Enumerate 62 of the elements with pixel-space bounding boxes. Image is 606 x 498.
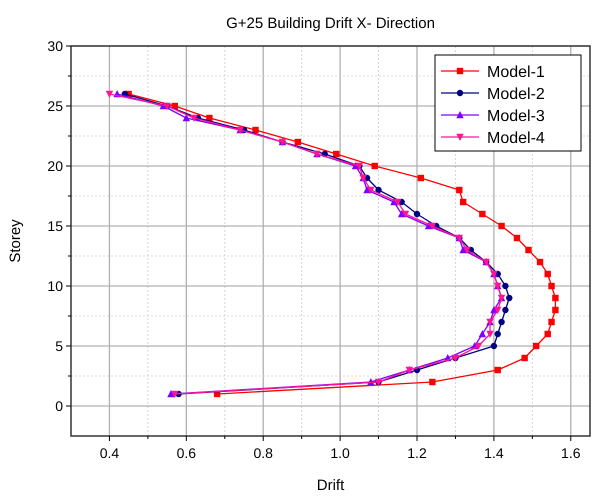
y-tick-label: 10	[47, 278, 64, 294]
point	[494, 366, 501, 374]
x-tick-label: 1.6	[561, 445, 581, 461]
point	[429, 378, 436, 386]
point	[490, 342, 498, 350]
legend-label: Model-4	[487, 130, 545, 147]
point	[459, 246, 467, 254]
x-tick-label: 0.8	[253, 445, 274, 461]
x-tick-label: 0.4	[100, 445, 120, 461]
legend-label: Model-3	[487, 108, 545, 125]
point	[532, 342, 540, 350]
x-tick-label: 1.4	[484, 445, 504, 461]
point	[502, 282, 509, 290]
y-tick-label: 20	[47, 158, 64, 174]
point	[506, 294, 512, 302]
legend-label: Model-2	[487, 86, 545, 103]
x-axis-title: Drift	[316, 477, 346, 494]
point	[478, 330, 486, 338]
x-tick-label: 1.2	[407, 445, 427, 461]
point	[171, 390, 178, 398]
point	[375, 186, 382, 194]
y-tick-label: 25	[47, 98, 64, 114]
point	[182, 114, 190, 122]
point	[394, 198, 402, 206]
point	[498, 318, 505, 326]
point	[418, 174, 424, 182]
point	[494, 330, 501, 338]
point	[460, 198, 466, 206]
point	[544, 330, 551, 338]
point	[372, 162, 378, 170]
point	[402, 210, 410, 218]
point	[367, 186, 375, 194]
y-tick-label: 15	[47, 218, 64, 234]
point	[479, 210, 486, 218]
point	[398, 210, 406, 218]
point	[544, 270, 551, 278]
point	[552, 306, 559, 314]
legend-label: Model-1	[487, 64, 545, 81]
y-tick-label: 30	[47, 38, 64, 54]
point	[498, 222, 505, 230]
point	[190, 114, 198, 122]
point	[463, 246, 471, 254]
point	[521, 354, 528, 362]
y-tick-label: 0	[55, 398, 64, 414]
point	[494, 306, 502, 314]
point	[414, 210, 420, 218]
point	[548, 318, 555, 326]
point	[502, 306, 509, 314]
point	[294, 138, 302, 146]
x-tick-label: 1.0	[330, 445, 350, 461]
point	[486, 330, 494, 338]
point	[428, 222, 436, 230]
chart-title: G+25 Building Drift X- Direction	[226, 15, 435, 32]
y-axis-title: Storey	[7, 218, 24, 263]
point	[333, 150, 340, 158]
point	[548, 282, 555, 290]
x-tick-label: 0.6	[176, 445, 196, 461]
point	[474, 342, 482, 350]
point	[106, 90, 114, 98]
point	[552, 294, 559, 302]
y-tick-label: 5	[55, 338, 64, 354]
point	[456, 186, 462, 194]
